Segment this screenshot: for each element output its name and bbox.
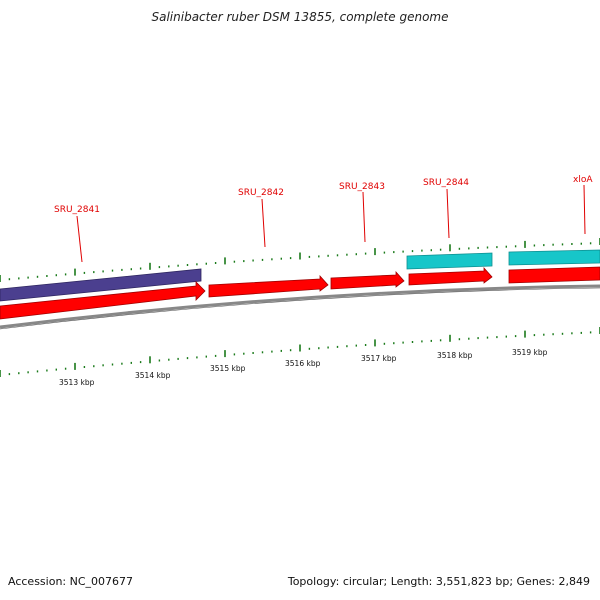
gene-label-sru-2843[interactable]: SRU_2843 [339, 182, 385, 192]
feature-band-cyan-2[interactable] [508, 249, 600, 266]
genome-backbone-shadow [0, 287, 600, 330]
leader-line-sru-2843 [362, 191, 366, 243]
kbp-label-3513: 3513 kbp [59, 378, 95, 387]
kbp-label-3518: 3518 kbp [437, 351, 473, 360]
gene-label-sru-2842[interactable]: SRU_2842 [238, 188, 284, 198]
cds-arrow-5[interactable] [508, 266, 600, 284]
leader-line-sru-2842 [261, 198, 266, 248]
gene-label-sru-2841[interactable]: SRU_2841 [54, 205, 100, 215]
cds-arrow-4[interactable] [408, 266, 493, 286]
cds-arrow-1[interactable] [0, 281, 206, 320]
upper-tick-ruler [0, 238, 600, 282]
leader-line-xloa [583, 184, 586, 235]
leader-line-sru-2841 [76, 215, 83, 263]
kbp-label-3519: 3519 kbp [512, 348, 548, 357]
leader-line-sru-2844 [446, 188, 450, 239]
kbp-label-3515: 3515 kbp [210, 364, 246, 373]
feature-band-purple[interactable] [0, 268, 202, 302]
cds-arrow-2[interactable] [208, 274, 329, 298]
feature-band-cyan-1[interactable] [406, 252, 493, 270]
map-title: Salinibacter ruber DSM 13855, complete g… [151, 10, 449, 24]
lower-tick-ruler [0, 327, 600, 377]
kbp-label-3516: 3516 kbp [285, 359, 321, 368]
gene-label-sru-2844[interactable]: SRU_2844 [423, 178, 469, 188]
cds-arrow-3[interactable] [330, 270, 405, 290]
genome-summary-text: Topology: circular; Length: 3,551,823 bp… [287, 575, 590, 588]
gene-label-xloa[interactable]: xloA [573, 175, 593, 185]
kbp-label-3514: 3514 kbp [135, 371, 171, 380]
accession-text: Accession: NC_007677 [8, 575, 134, 588]
kbp-label-3517: 3517 kbp [361, 354, 397, 363]
genome-backbone [0, 284, 600, 329]
